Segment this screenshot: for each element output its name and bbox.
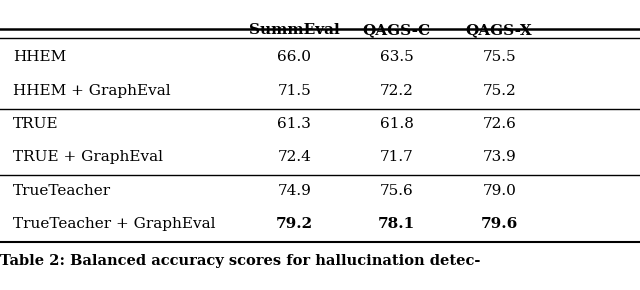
Text: HHEM + GraphEval: HHEM + GraphEval <box>13 84 170 98</box>
Text: 79.0: 79.0 <box>483 184 516 198</box>
Text: 61.8: 61.8 <box>380 117 413 131</box>
Text: 79.2: 79.2 <box>276 217 313 231</box>
Text: 74.9: 74.9 <box>278 184 311 198</box>
Text: 75.6: 75.6 <box>380 184 413 198</box>
Text: 71.7: 71.7 <box>380 150 413 164</box>
Text: 75.2: 75.2 <box>483 84 516 98</box>
Text: 72.2: 72.2 <box>380 84 413 98</box>
Text: TrueTeacher + GraphEval: TrueTeacher + GraphEval <box>13 217 215 231</box>
Text: 75.5: 75.5 <box>483 50 516 64</box>
Text: QAGS-X: QAGS-X <box>466 23 532 37</box>
Text: 63.5: 63.5 <box>380 50 413 64</box>
Text: QAGS-C: QAGS-C <box>363 23 431 37</box>
Text: 71.5: 71.5 <box>278 84 311 98</box>
Text: HHEM: HHEM <box>13 50 66 64</box>
Text: 73.9: 73.9 <box>483 150 516 164</box>
Text: 72.4: 72.4 <box>278 150 311 164</box>
Text: 78.1: 78.1 <box>378 217 415 231</box>
Text: 79.6: 79.6 <box>481 217 518 231</box>
Text: 72.6: 72.6 <box>483 117 516 131</box>
Text: 61.3: 61.3 <box>278 117 311 131</box>
Text: TRUE + GraphEval: TRUE + GraphEval <box>13 150 163 164</box>
Text: SummEval: SummEval <box>249 23 340 37</box>
Text: TrueTeacher: TrueTeacher <box>13 184 111 198</box>
Text: TRUE: TRUE <box>13 117 58 131</box>
Text: 66.0: 66.0 <box>277 50 312 64</box>
Text: Table 2: Balanced accuracy scores for hallucination detec-: Table 2: Balanced accuracy scores for ha… <box>0 254 481 268</box>
